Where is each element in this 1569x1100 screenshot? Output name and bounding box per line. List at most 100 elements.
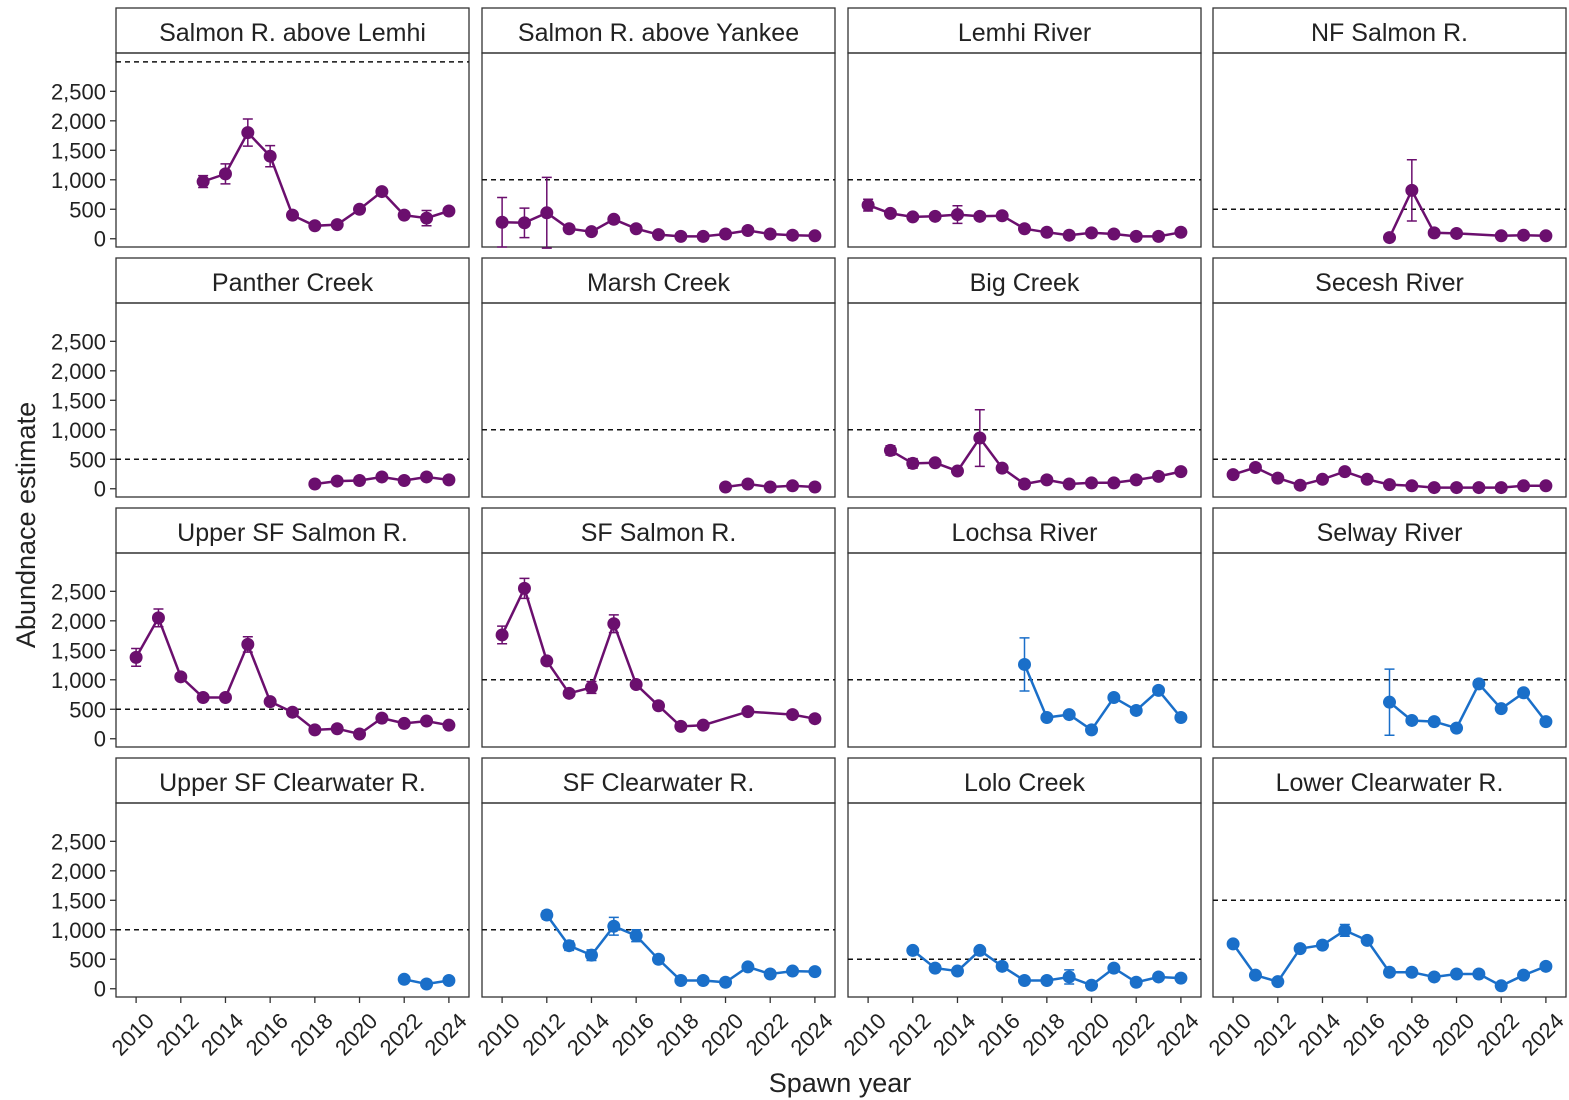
y-tick-label: 1,000 — [51, 918, 106, 943]
data-point — [1271, 471, 1285, 485]
data-point — [786, 964, 800, 978]
panel-frame — [481, 302, 836, 498]
data-point — [308, 477, 322, 491]
y-tick-label: 2,000 — [51, 609, 106, 634]
y-tick-label: 500 — [69, 697, 106, 722]
data-point — [1383, 478, 1396, 492]
data-point — [1107, 690, 1121, 704]
data-point — [906, 456, 920, 470]
data-point — [540, 908, 554, 922]
data-point — [442, 718, 456, 732]
data-point — [420, 211, 434, 225]
y-axis-label: Abundnace estimate — [11, 402, 41, 648]
y-tick-label: 1,500 — [51, 138, 106, 163]
data-point — [883, 443, 897, 457]
data-point — [584, 948, 598, 962]
panel-title: Big Creek — [970, 269, 1080, 297]
data-point — [263, 695, 277, 709]
data-point — [420, 714, 434, 728]
data-point — [696, 973, 710, 987]
x-tick-label: 2020 — [696, 1008, 748, 1060]
data-point — [1517, 228, 1531, 242]
panel-frame — [115, 802, 470, 998]
data-point — [151, 611, 165, 625]
data-point — [1450, 481, 1464, 495]
data-point — [1338, 465, 1352, 479]
data-point — [420, 977, 434, 991]
panel-title: Panther Creek — [212, 269, 374, 297]
data-point — [1107, 227, 1121, 241]
x-tick-label: 2022 — [1472, 1008, 1524, 1060]
data-point — [1405, 183, 1419, 197]
x-tick-label: 2014 — [928, 1008, 980, 1060]
data-point — [1271, 975, 1285, 989]
y-tick-label: 2,000 — [51, 109, 106, 134]
data-point — [674, 719, 688, 733]
strip — [481, 507, 836, 554]
strip — [115, 507, 470, 554]
panel-title: Lower Clearwater R. — [1276, 769, 1504, 797]
data-point — [286, 208, 299, 222]
panel-title: Lolo Creek — [964, 769, 1085, 797]
data-point — [1383, 231, 1396, 245]
data-point — [629, 222, 643, 236]
x-tick-label: 2016 — [241, 1008, 293, 1060]
data-point — [174, 670, 188, 684]
data-point — [741, 223, 755, 237]
data-point — [973, 209, 987, 223]
x-tick-label: 2024 — [785, 1008, 837, 1060]
data-point — [1085, 978, 1099, 992]
data-point — [1494, 702, 1508, 716]
data-point — [517, 581, 531, 595]
data-point — [263, 149, 277, 163]
data-point — [241, 126, 255, 140]
data-point — [763, 967, 777, 981]
data-point — [763, 227, 777, 241]
data-point — [1450, 226, 1464, 240]
data-point — [1315, 938, 1329, 952]
panel-frame — [1212, 302, 1567, 498]
data-point — [1472, 677, 1486, 691]
data-point — [741, 477, 755, 491]
data-point — [973, 943, 987, 957]
x-tick-label: 2014 — [196, 1008, 248, 1060]
panel-title: Secesh River — [1315, 269, 1464, 297]
y-tick-label: 2,000 — [51, 359, 106, 384]
y-tick-label: 2,500 — [51, 79, 106, 104]
data-point — [1174, 225, 1188, 239]
data-point — [1517, 479, 1531, 493]
data-point — [540, 206, 554, 220]
data-point — [786, 708, 800, 722]
data-point — [1472, 967, 1486, 981]
data-point — [928, 456, 942, 470]
data-point — [1248, 968, 1262, 982]
data-point — [353, 202, 367, 216]
data-point — [861, 198, 875, 212]
y-tick-label: 2,500 — [51, 579, 106, 604]
x-tick-label: 2022 — [375, 1008, 427, 1060]
data-point — [196, 690, 210, 704]
x-tick-label: 2024 — [1151, 1008, 1203, 1060]
data-point — [1248, 461, 1262, 475]
data-point — [562, 222, 576, 236]
data-point — [786, 479, 800, 493]
y-tick-label: 0 — [94, 227, 106, 252]
y-tick-label: 500 — [69, 447, 106, 472]
x-tick-label: 2012 — [1248, 1008, 1300, 1060]
data-point — [1539, 479, 1553, 493]
data-point — [652, 952, 665, 966]
strip — [481, 7, 836, 54]
strip — [847, 257, 1202, 304]
data-point — [1427, 970, 1441, 984]
data-point — [786, 228, 800, 242]
data-point — [397, 972, 411, 986]
data-point — [397, 208, 411, 222]
panel-title: Lochsa River — [952, 519, 1098, 547]
data-point — [1427, 226, 1441, 240]
data-point — [696, 718, 710, 732]
data-point — [1152, 683, 1166, 697]
y-tick-label: 0 — [94, 727, 106, 752]
data-point — [1315, 472, 1329, 486]
panel-frame — [481, 802, 836, 998]
data-point — [629, 929, 643, 943]
